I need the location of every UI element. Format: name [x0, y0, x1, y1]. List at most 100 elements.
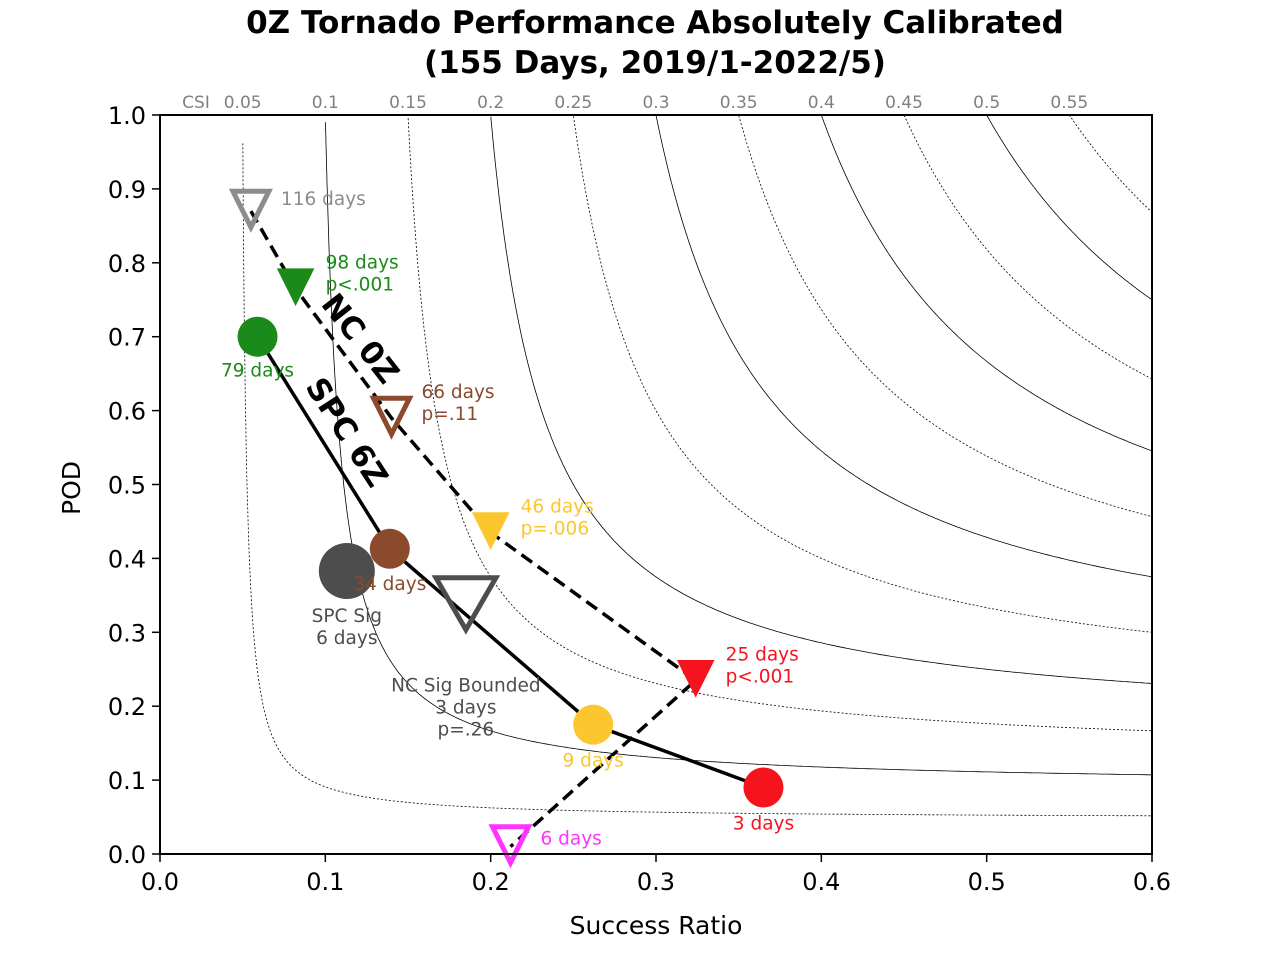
annotation-line: 3 days — [733, 813, 794, 834]
y-axis-label: POD — [57, 461, 86, 515]
point-annotation: 98 days p<.001 — [326, 253, 399, 296]
csi-tick-label: 0.05 — [224, 93, 262, 113]
csi-tick-label: 0.35 — [720, 93, 758, 113]
y-tick-label: 0.1 — [108, 767, 146, 795]
y-tick-label: 1.0 — [108, 102, 146, 130]
csi-tick-label: 0.25 — [554, 93, 592, 113]
annotation-line: 6 days — [541, 829, 602, 850]
y-tick-label: 0.4 — [108, 545, 146, 573]
csi-tick-label: 0.4 — [808, 93, 835, 113]
annotation-line: SPC Sig — [312, 606, 382, 627]
csi-contour-line — [1069, 114, 1153, 213]
x-tick-label: 0.2 — [472, 868, 510, 896]
csi-contour-line — [986, 114, 1153, 301]
point-annotation: 66 days p=.11 — [421, 382, 494, 425]
plot-frame — [159, 114, 1153, 855]
annotation-line: 46 days — [521, 497, 594, 518]
csi-tick-label: 0.5 — [973, 93, 1000, 113]
annotation-line: 66 days — [421, 382, 494, 403]
point-annotation: 9 days — [563, 751, 624, 772]
csi-tick-label: 0.55 — [1050, 93, 1088, 113]
annotation-line: p=.26 — [438, 719, 495, 740]
chart-title: 0Z Tornado Performance Absolutely Calibr… — [246, 5, 1064, 41]
csi-tick-labels: 0.05 0.1 0.15 0.2 0.25 0.3 0.35 0.4 0.45 0.5 0.55 — [224, 93, 1089, 113]
annotation-line: 116 days — [281, 189, 366, 210]
series-line — [256, 335, 765, 790]
annotation-line: p=.006 — [521, 519, 589, 540]
circle-marker — [318, 542, 375, 599]
y-tick-label: 0.8 — [108, 250, 146, 278]
point-annotation: 25 days p<.001 — [726, 644, 799, 687]
annotation-line: 9 days — [563, 751, 624, 772]
circle-marker — [369, 528, 410, 569]
csi-contour-line — [490, 116, 1153, 684]
triangle-marker — [276, 268, 315, 307]
annotation-line: 79 days — [221, 361, 294, 382]
data-markers — [228, 188, 784, 869]
point-annotation: NC Sig Bounded 3 days p=.26 — [391, 675, 540, 740]
csi-tick-label: 0.1 — [312, 93, 339, 113]
csi-tick-label: 0.3 — [642, 93, 669, 113]
chart-subtitle: (155 Days, 2019/1-2022/5) — [424, 45, 886, 81]
triangle-marker — [369, 395, 414, 440]
point-annotation: 79 days — [221, 361, 294, 382]
series-lines — [249, 210, 765, 848]
y-tick-label: 0.9 — [108, 176, 146, 204]
csi-contour-line — [325, 122, 1152, 776]
x-tick-label: 0.5 — [968, 868, 1006, 896]
csi-tick-label: 0.45 — [885, 93, 923, 113]
circle-marker — [237, 316, 278, 357]
triangle-marker — [471, 512, 510, 550]
annotation-line: 34 days — [353, 574, 426, 595]
x-tick-label: 0.4 — [802, 868, 840, 896]
csi-contour-line — [242, 143, 1152, 817]
x-tick-label: 0.6 — [1133, 868, 1171, 896]
triangle-marker — [228, 188, 273, 233]
annotation-line: 3 days — [435, 697, 496, 718]
x-axis-label: Success Ratio — [570, 911, 743, 940]
y-tick-label: 0.5 — [108, 472, 146, 500]
csi-tick-label: 0.2 — [477, 93, 504, 113]
point-annotation: SPC Sig 6 days — [312, 606, 382, 649]
circle-marker — [743, 767, 784, 808]
y-tick-label: 0.3 — [108, 619, 146, 647]
csi-contour-line — [655, 115, 1153, 578]
annotation-line: NC Sig Bounded — [391, 675, 540, 696]
point-annotation: 3 days — [733, 813, 794, 834]
x-tick-label: 0.0 — [141, 868, 179, 896]
annotation-line: p<.001 — [726, 666, 794, 687]
y-tick-label: 0.6 — [108, 398, 146, 426]
series-label-spc-6z: SPC 6Z — [298, 371, 395, 493]
csi-contour-line — [573, 116, 1153, 633]
csi-axis-label: CSI — [182, 93, 210, 113]
point-annotation: 34 days — [353, 574, 426, 595]
y-tick-label: 0.7 — [108, 324, 146, 352]
csi-contour-line — [903, 115, 1153, 380]
point-annotation: 6 days — [541, 829, 602, 850]
csi-contour-line — [738, 115, 1153, 517]
triangle-marker — [431, 575, 501, 635]
triangle-marker — [488, 824, 533, 869]
x-axis: 0.0 0.1 0.2 0.3 0.4 0.5 0.6 — [141, 854, 1171, 896]
x-tick-label: 0.3 — [637, 868, 675, 896]
series-line — [249, 210, 699, 848]
y-axis: 0.0 0.1 0.2 0.3 0.4 0.5 0.6 0.7 0.8 0.9 1.0 — [108, 102, 160, 869]
annotation-line: 98 days — [326, 253, 399, 274]
y-tick-label: 0.2 — [108, 693, 146, 721]
triangle-marker — [676, 660, 715, 698]
csi-contours — [242, 114, 1153, 817]
annotation-line: p<.001 — [326, 275, 394, 296]
point-annotation: 46 days p=.006 — [521, 497, 594, 540]
x-tick-label: 0.1 — [306, 868, 344, 896]
annotation-line: p=.11 — [421, 404, 478, 425]
annotation-line: 6 days — [316, 628, 377, 649]
csi-contour-line — [821, 115, 1153, 452]
annotation-line: 25 days — [726, 644, 799, 665]
point-annotation: 116 days — [281, 189, 366, 210]
csi-contour-line — [407, 118, 1153, 732]
csi-tick-label: 0.15 — [389, 93, 427, 113]
circle-marker — [573, 704, 614, 745]
y-tick-label: 0.0 — [108, 841, 146, 869]
